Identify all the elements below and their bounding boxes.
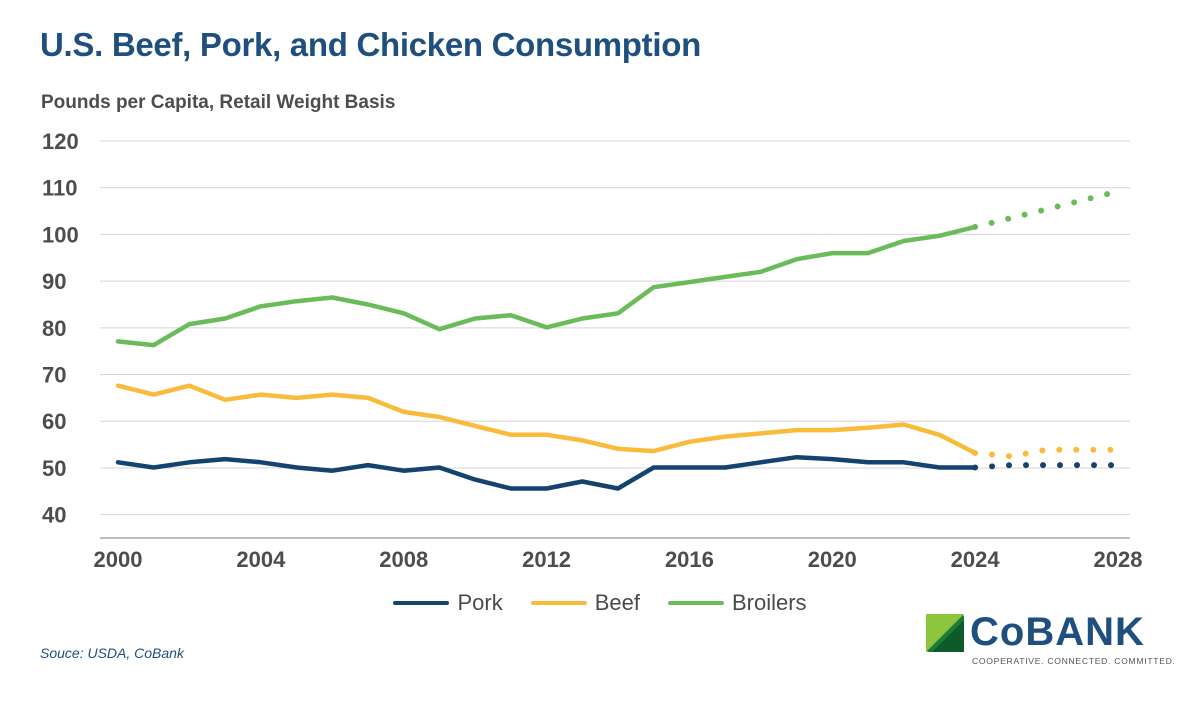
y-tick-label: 80 — [42, 316, 66, 341]
cobank-tagline: COOPERATIVE. CONNECTED. COMMITTED. — [972, 656, 1176, 666]
series-lines — [115, 188, 1121, 491]
x-tick-label: 2000 — [94, 547, 143, 572]
gridlines — [100, 140, 1130, 539]
legend-label-beef: Beef — [594, 590, 640, 615]
legend-swatch-beef — [530, 601, 587, 605]
x-tick-label: 2016 — [665, 547, 714, 572]
chart-subtitle: Pounds per Capita, Retail Weight Basis — [41, 92, 396, 113]
legend-swatch-pork — [393, 601, 450, 605]
y-tick-label: 70 — [42, 363, 66, 388]
cobank-logo: CoBANK COOPERATIVE. CONNECTED. COMMITTED… — [926, 610, 1175, 668]
y-axis-ticks: 40 50 60 70 80 90 100 110 120 — [42, 129, 79, 528]
y-tick-label: 40 — [42, 503, 66, 528]
series-forecast-beef — [972, 446, 1121, 460]
series-forecast-broilers — [972, 188, 1121, 230]
legend-item-pork: Pork — [393, 590, 503, 616]
y-tick-label: 120 — [42, 129, 79, 154]
x-tick-label: 2012 — [522, 547, 571, 572]
series-line-broilers — [115, 224, 978, 348]
y-tick-label: 60 — [42, 409, 66, 434]
series-line-pork — [115, 454, 978, 491]
y-tick-label: 90 — [42, 269, 66, 294]
y-tick-label: 110 — [42, 176, 78, 201]
chart-title: U.S. Beef, Pork, and Chicken Consumption — [40, 26, 701, 63]
x-tick-label: 2020 — [808, 547, 857, 572]
legend-item-beef: Beef — [530, 590, 640, 616]
y-tick-label: 100 — [42, 222, 79, 247]
x-tick-label: 2008 — [379, 547, 428, 572]
source-note: Souce: USDA, CoBank — [40, 645, 184, 661]
legend-label-broilers: Broilers — [731, 590, 807, 615]
legend: Pork Beef Broilers — [0, 590, 1200, 616]
cobank-wordmark: CoBANK — [970, 610, 1145, 654]
y-tick-label: 50 — [42, 456, 66, 481]
x-tick-label: 2024 — [951, 547, 1001, 572]
series-line-beef — [115, 383, 978, 456]
x-axis-ticks: 2000 2004 2008 2012 2016 2020 2024 2028 — [94, 547, 1143, 572]
legend-label-pork: Pork — [457, 590, 503, 615]
cobank-leaf-icon — [926, 614, 964, 652]
x-tick-label: 2004 — [236, 547, 286, 572]
legend-swatch-broilers — [667, 601, 724, 605]
series-forecast-pork — [972, 462, 1121, 471]
legend-item-broilers: Broilers — [667, 590, 807, 616]
x-tick-label: 2028 — [1094, 547, 1143, 572]
